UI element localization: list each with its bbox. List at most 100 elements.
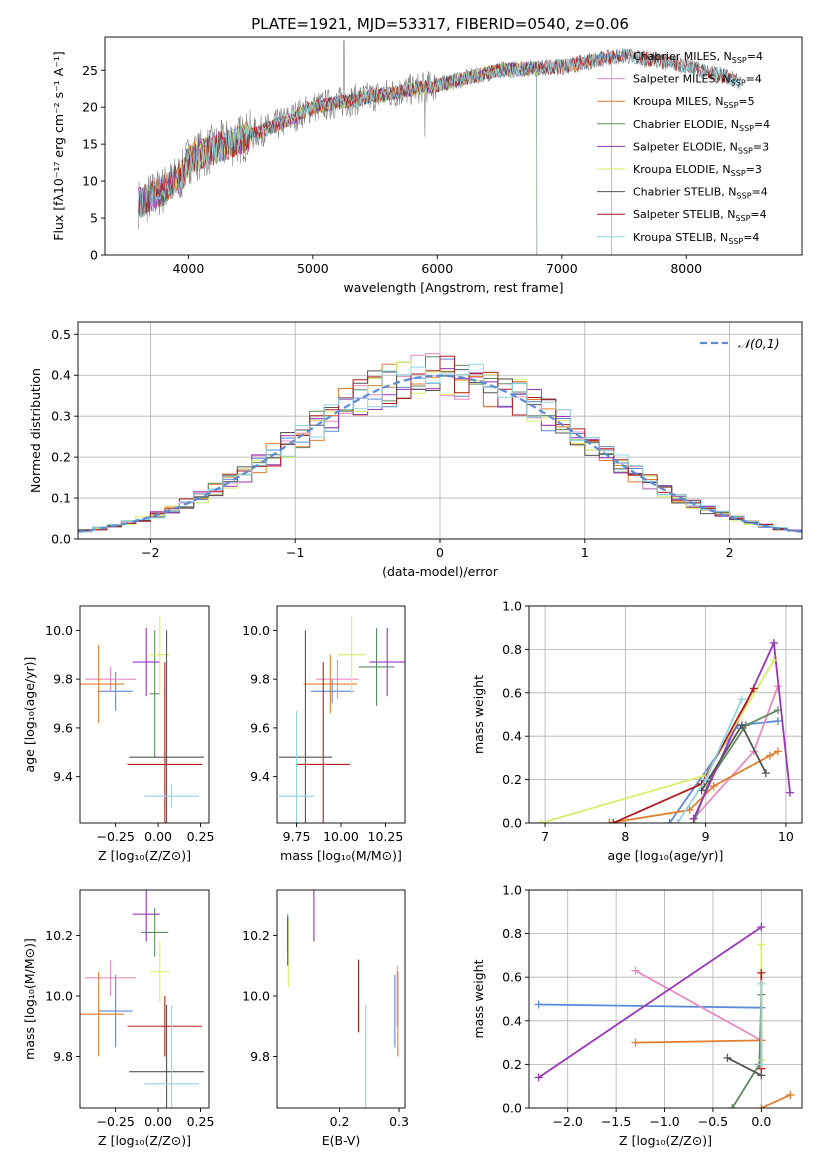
point-marker bbox=[723, 1053, 732, 1062]
series-salpeter_elodie bbox=[534, 923, 766, 1082]
legend-item: 𝒩(0,1) bbox=[700, 336, 780, 351]
errorbar-kroupa_stelib bbox=[144, 1005, 199, 1108]
errorbar-salpeter_stelib bbox=[296, 662, 350, 823]
errorbar-chabrier_miles bbox=[310, 679, 354, 704]
point-marker bbox=[665, 819, 674, 823]
series-line bbox=[676, 698, 743, 823]
point-marker bbox=[769, 638, 778, 647]
series-salpeter_miles bbox=[689, 682, 782, 823]
legend-item: Chabrier ELODIE, NSSP=4 bbox=[597, 118, 770, 133]
series-line bbox=[635, 1039, 762, 1044]
errorbar-kroupa_stelib bbox=[144, 783, 199, 809]
residual-histogram-chart: −2 −1 0 1 2 0.0 0.1 0.2 0.3 0.4 0.5 (data-model)/er… bbox=[28, 321, 803, 579]
point-marker bbox=[534, 1073, 543, 1082]
x-tick-label: 7000 bbox=[546, 261, 578, 276]
y-tick-label: 0.1 bbox=[51, 491, 71, 506]
y-tick-label: 0.2 bbox=[502, 1057, 522, 1072]
axes-frame bbox=[276, 889, 406, 1109]
point-marker bbox=[709, 782, 718, 791]
errorbar-salpeter_elodie bbox=[369, 627, 405, 697]
axes-frame bbox=[528, 605, 803, 824]
legend-item: Kroupa MILES, NSSP=5 bbox=[597, 95, 755, 110]
point-marker bbox=[631, 1038, 640, 1047]
y-tick-label: 10.0 bbox=[45, 623, 73, 638]
y-tick-label: 0.4 bbox=[502, 729, 522, 744]
errorbar-chabrier_elodie bbox=[141, 908, 169, 957]
y-tick-label: 0 bbox=[90, 248, 98, 263]
legend-item: Kroupa ELODIE, NSSP=3 bbox=[597, 163, 762, 178]
errorbar-salpeter_elodie bbox=[132, 627, 160, 697]
normal-distribution-curve bbox=[78, 374, 802, 533]
y-tick-label: 0.0 bbox=[502, 816, 522, 831]
x-tick-label: 10.25 bbox=[368, 829, 404, 844]
point-marker bbox=[605, 819, 614, 823]
x-tick-label: −2.0 bbox=[553, 1114, 583, 1129]
axes-frame bbox=[79, 889, 210, 1109]
y-tick-label: 10.0 bbox=[242, 988, 270, 1003]
x-tick-label: 10 bbox=[778, 829, 794, 844]
legend-label: Kroupa STELIB, NSSP=4 bbox=[633, 231, 759, 246]
y-tick-label: 20 bbox=[82, 100, 98, 115]
legend-label: Kroupa ELODIE, NSSP=3 bbox=[633, 163, 762, 178]
x-axis-label: age [log₁₀(age/yr)] bbox=[608, 848, 724, 863]
y-tick-label: 1.0 bbox=[502, 599, 522, 614]
x-tick-label: 5000 bbox=[297, 261, 329, 276]
point-marker bbox=[701, 775, 710, 784]
y-tick-label: 9.8 bbox=[250, 672, 270, 687]
y-axis-label: mass [log₁₀(M/M⊙)] bbox=[22, 938, 37, 1060]
errorbar-chabrier_stelib bbox=[278, 630, 333, 823]
errorbar-chabrier_elodie bbox=[149, 630, 160, 758]
age-vs-metallicity-chart: −0.25 0.00 0.25 9.4 9.6 9.8 10.0 Z [log₁₀(Z/Z⊙)… bbox=[22, 605, 214, 863]
series-line bbox=[540, 659, 775, 823]
x-axis-label: Z [log₁₀(Z/Z⊙)] bbox=[98, 1133, 191, 1148]
y-axis-label: Normed distribution bbox=[28, 368, 43, 493]
y-tick-label: 0.2 bbox=[502, 772, 522, 787]
x-tick-label: 0.00 bbox=[144, 1114, 172, 1129]
errorbar-salpeter_stelib bbox=[127, 995, 203, 1057]
errorbar-kroupa_elodie bbox=[337, 615, 366, 694]
y-tick-label: 9.4 bbox=[250, 769, 270, 784]
point-marker bbox=[631, 966, 640, 975]
y-tick-label: 10.2 bbox=[242, 928, 270, 943]
errorbar-kroupa_miles bbox=[303, 654, 357, 714]
point-marker bbox=[769, 656, 778, 665]
x-tick-label: −0.25 bbox=[96, 1114, 134, 1129]
x-axis-label: Z [log₁₀(Z/Z⊙)] bbox=[619, 1133, 712, 1148]
legend-item: Salpeter ELODIE, NSSP=3 bbox=[597, 140, 769, 155]
series-kroupa_elodie bbox=[537, 656, 778, 823]
y-tick-label: 10.0 bbox=[242, 623, 270, 638]
point-marker bbox=[785, 788, 794, 797]
x-tick-label: 6000 bbox=[421, 261, 453, 276]
series-kroupa_stelib bbox=[673, 695, 746, 823]
x-tick-label: 8 bbox=[621, 829, 629, 844]
y-tick-label: 10.2 bbox=[45, 928, 73, 943]
legend-label: Chabrier MILES, NSSP=4 bbox=[633, 50, 763, 65]
point-marker bbox=[786, 1090, 795, 1099]
point-marker bbox=[737, 695, 746, 704]
y-tick-label: 9.8 bbox=[250, 1049, 270, 1064]
legend-label: Salpeter ELODIE, NSSP=3 bbox=[633, 140, 769, 155]
mass-vs-metallicity-chart: −0.25 0.00 0.25 9.8 10.0 10.2 Z [log₁₀(Z/Z⊙)] m… bbox=[22, 889, 214, 1148]
point-marker bbox=[757, 968, 766, 977]
histogram-kroupa_stelib bbox=[78, 363, 802, 534]
x-tick-label: −1.5 bbox=[601, 1114, 631, 1129]
axes-frame bbox=[104, 36, 803, 256]
y-tick-label: 5 bbox=[90, 211, 98, 226]
point-marker bbox=[737, 721, 746, 730]
x-tick-label: −0.5 bbox=[698, 1114, 728, 1129]
series-line bbox=[538, 926, 762, 1079]
series-salpeter_stelib bbox=[609, 684, 758, 823]
point-marker bbox=[757, 979, 766, 988]
x-tick-label: 0.00 bbox=[144, 829, 172, 844]
model-spectrum-line-kroupa_stelib bbox=[138, 48, 741, 219]
y-tick-label: 0.2 bbox=[51, 450, 71, 465]
y-tick-label: 15 bbox=[82, 137, 98, 152]
x-tick-label: 10.00 bbox=[323, 829, 359, 844]
y-tick-label: 0.6 bbox=[502, 970, 522, 985]
mass-weight-vs-age-chart: 7 8 9 10 0.0 0.2 0.4 0.6 0.8 1.0 age [log₁₀(age/yr… bbox=[471, 599, 803, 863]
y-tick-label: 0.5 bbox=[51, 327, 71, 342]
y-tick-label: 0.0 bbox=[502, 1101, 522, 1116]
point-marker bbox=[757, 940, 766, 949]
point-marker bbox=[757, 1104, 766, 1108]
x-tick-label: −0.25 bbox=[96, 829, 134, 844]
